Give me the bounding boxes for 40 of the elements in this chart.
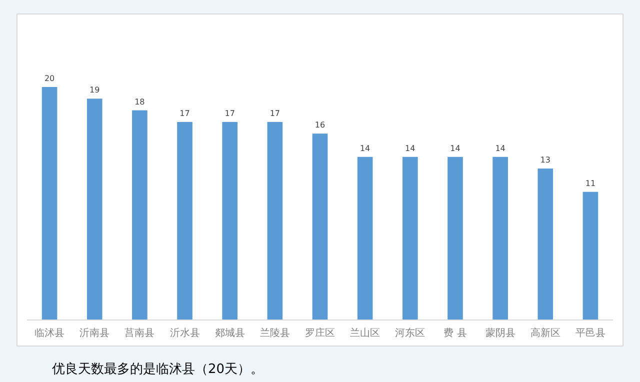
x-tick-label: 临沭县 [34, 327, 65, 339]
x-tick-label: 兰山区 [350, 327, 380, 339]
data-label: 16 [314, 120, 326, 130]
data-label: 11 [585, 178, 596, 188]
x-tick-label: 平邑县 [575, 328, 606, 339]
data-label: 14 [405, 144, 416, 153]
bar [267, 122, 283, 320]
x-tick-label: 兰陵县 [260, 327, 290, 339]
bar [42, 87, 58, 320]
data-label: 14 [450, 144, 460, 153]
x-tick-label: 郯城县 [214, 327, 245, 339]
data-label: 14 [495, 144, 506, 153]
bar [448, 156, 463, 320]
x-tick-label: 莒南县 [124, 327, 155, 339]
bar [86, 98, 102, 320]
x-tick-label: 河东区 [395, 327, 426, 339]
data-label: 17 [180, 108, 190, 118]
x-tick-label: 费 县 [444, 327, 467, 339]
x-tick-label: 蒙阴县 [485, 327, 516, 339]
bar [538, 168, 554, 320]
x-tick-label: 高新区 [530, 327, 560, 339]
bar [402, 156, 418, 320]
text: 优良天数最多的是临沭县（20天）。 [52, 362, 264, 377]
x-tick-label: 沂水县 [170, 327, 200, 339]
data-label: 17 [224, 108, 235, 118]
data-label: 20 [44, 74, 55, 83]
data-label: 14 [360, 144, 370, 153]
data-label: 19 [90, 86, 100, 95]
bar [312, 134, 328, 320]
x-tick-label: 沂南县 [80, 327, 110, 339]
data-label: 18 [134, 97, 145, 106]
data-label: 17 [270, 108, 280, 118]
data-label: 13 [540, 156, 550, 165]
bar [222, 122, 238, 320]
x-tick-label: 罗庄区 [305, 327, 335, 339]
bar [492, 156, 508, 320]
bar [582, 192, 598, 320]
bar [177, 122, 192, 320]
bar [132, 110, 148, 320]
bar [357, 156, 373, 320]
